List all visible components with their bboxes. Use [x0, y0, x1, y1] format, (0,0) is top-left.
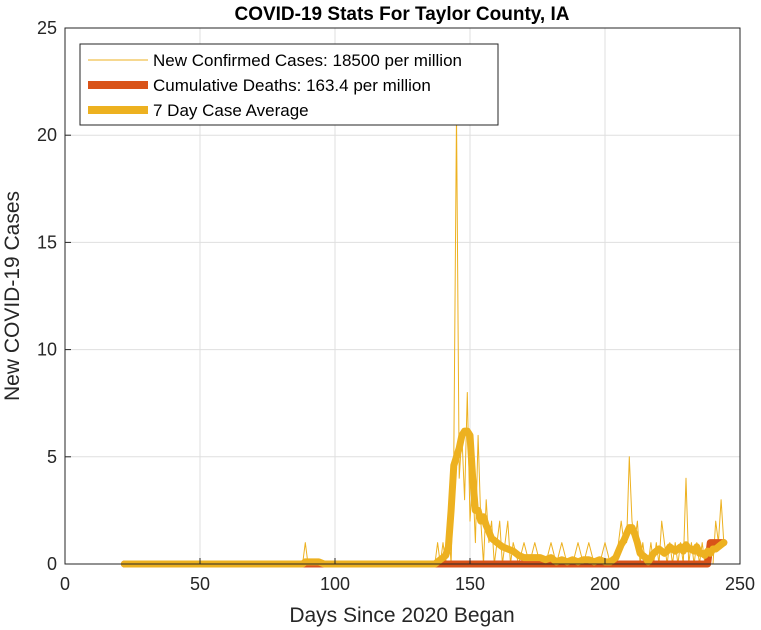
y-tick-label: 0 [47, 554, 57, 574]
y-tick-label: 15 [37, 232, 57, 252]
legend: New Confirmed Cases: 18500 per million C… [79, 43, 499, 126]
legend-label-deaths: Cumulative Deaths: 163.4 per million [153, 76, 431, 95]
x-axis-label: Days Since 2020 Began [289, 604, 514, 627]
x-tick-label: 50 [190, 574, 210, 594]
y-tick-label: 25 [37, 18, 57, 38]
y-tick-label: 5 [47, 447, 57, 467]
x-tick-label: 250 [725, 574, 755, 594]
x-tick-label: 200 [590, 574, 620, 594]
legend-label-new-cases: New Confirmed Cases: 18500 per million [153, 51, 462, 70]
x-tick-label: 0 [60, 574, 70, 594]
ticks: 0 50 100 150 200 250 0 5 10 15 20 25 [37, 18, 755, 594]
y-tick-label: 10 [37, 340, 57, 360]
chart-title: COVID-19 Stats For Taylor County, IA [234, 4, 569, 25]
x-tick-label: 100 [320, 574, 350, 594]
y-axis-label: New COVID-19 Cases [1, 191, 24, 401]
series-7-day-average [120, 427, 728, 568]
legend-label-7day: 7 Day Case Average [153, 101, 309, 120]
axes [64, 27, 741, 565]
y-tick-label: 20 [37, 125, 57, 145]
x-tick-label: 150 [455, 574, 485, 594]
legend-box [79, 43, 499, 126]
